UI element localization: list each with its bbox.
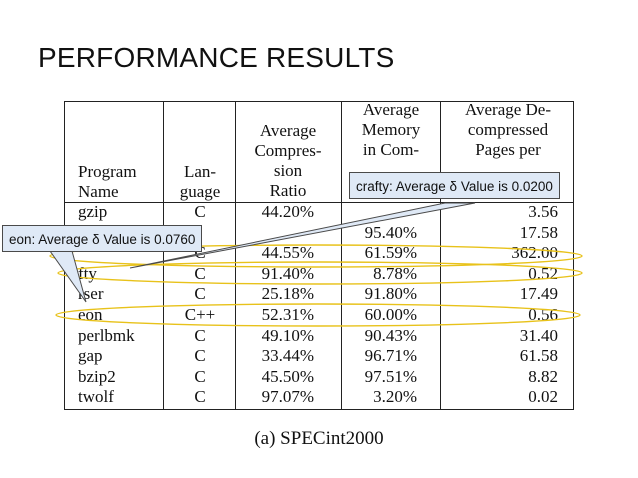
- crafty-callout-pointer: [129, 202, 476, 269]
- cell-compression-ratio: 44.55%: [261, 243, 314, 263]
- cell-program-name: gap: [78, 346, 103, 366]
- cell-pages: 362.00: [511, 243, 558, 263]
- cell-language: C: [194, 284, 206, 304]
- cell-compression-ratio: 91.40%: [261, 263, 314, 283]
- header-rule: [64, 202, 574, 203]
- column-divider: [235, 101, 236, 410]
- cell-memory: 96.71%: [364, 346, 417, 366]
- cell-compression-ratio: 33.44%: [261, 346, 314, 366]
- highlight-ellipse: [49, 244, 583, 268]
- cell-language: C: [194, 202, 206, 221]
- highlight-ellipse: [55, 303, 581, 327]
- header-compression-ratio: Average Compres- sion Ratio: [254, 121, 322, 200]
- cell-memory: 60.00%: [364, 305, 417, 324]
- cell-pages: 3.56: [528, 202, 558, 221]
- cell-memory: 3.20%: [373, 387, 417, 407]
- cell-language: C: [194, 243, 206, 263]
- cell-program-name: perlbmk: [78, 325, 135, 345]
- cell-compression-ratio: 97.07%: [261, 387, 314, 407]
- cell-pages: 0.02: [528, 387, 558, 407]
- cell-language: C: [194, 263, 206, 283]
- cell-language: C: [194, 325, 206, 345]
- cell-compression-ratio: 25.18%: [261, 284, 314, 304]
- cell-memory: 97.51%: [364, 366, 417, 386]
- cell-memory: 90.43%: [364, 325, 417, 345]
- cell-pages: 17.58: [519, 222, 558, 242]
- cell-compression-ratio: 52.31%: [261, 305, 314, 324]
- cell-language: C: [194, 346, 206, 366]
- cell-pages: 61.58: [519, 346, 558, 366]
- cell-program-name: bzip2: [78, 366, 116, 386]
- header-memory: Average Memory in Com-: [361, 100, 421, 159]
- cell-pages: 31.40: [519, 325, 558, 345]
- header-program-name: Program Name: [78, 162, 137, 201]
- cell-memory: 95.40%: [364, 222, 417, 242]
- slide-title: PERFORMANCE RESULTS: [38, 42, 395, 73]
- eon-callout: eon: Average δ Value is 0.0760: [2, 225, 203, 252]
- header-pages: Average De- compressed Pages per: [464, 100, 552, 159]
- header-language: Lan- guage: [179, 162, 221, 201]
- cell-compression-ratio: 44.20%: [261, 202, 314, 221]
- cell-language: C++: [184, 305, 216, 324]
- eon-callout-pointer: [49, 250, 87, 303]
- cell-language: C: [194, 387, 206, 407]
- cell-pages: 8.82: [528, 366, 558, 386]
- cell-compression-ratio: 49.10%: [261, 325, 314, 345]
- cell-memory: 91.80%: [364, 284, 417, 304]
- cell-language: C: [194, 366, 206, 386]
- column-divider: [341, 101, 342, 410]
- cell-program-name: gzip: [78, 202, 108, 221]
- figure-caption: (a) SPECint2000: [254, 428, 384, 449]
- cell-pages: 17.49: [519, 284, 558, 304]
- cell-program-name: twolf: [78, 387, 114, 407]
- column-divider: [440, 101, 441, 410]
- crafty-callout: crafty: Average δ Value is 0.0200: [349, 172, 560, 199]
- cell-memory: 8.78%: [373, 263, 417, 283]
- cell-memory: 61.59%: [364, 243, 417, 263]
- highlight-ellipse: [57, 261, 583, 285]
- cell-compression-ratio: 45.50%: [261, 366, 314, 386]
- column-divider: [163, 101, 164, 410]
